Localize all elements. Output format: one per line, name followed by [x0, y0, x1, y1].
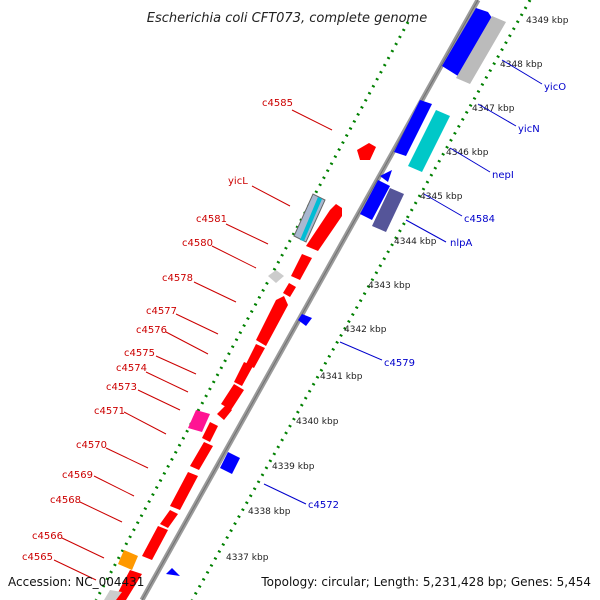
- label-nlpA: nlpA: [450, 238, 472, 249]
- label-c4566: c4566: [32, 531, 63, 542]
- gene-nlpA[interactable]: [372, 188, 404, 232]
- label-yicO: yicO: [544, 82, 566, 93]
- forward-labels: c4585 yicL c4581 c4580 c4578 c4577 c4576…: [22, 98, 293, 563]
- ruler-4343: 4343 kbp: [368, 281, 411, 291]
- gene-c4568[interactable]: [160, 510, 178, 528]
- tick-track-left: [94, 21, 410, 600]
- label-c4570: c4570: [76, 440, 107, 451]
- label-c4571: c4571: [94, 406, 125, 417]
- label-yicN: yicN: [518, 124, 540, 135]
- label-c4574: c4574: [116, 363, 147, 374]
- gene-c4565-grey: [104, 590, 122, 600]
- gene-yicO-blue[interactable]: [442, 8, 492, 76]
- ruler-4342: 4342 kbp: [344, 325, 387, 335]
- label-c4581: c4581: [196, 214, 227, 225]
- ruler-4339: 4339 kbp: [272, 462, 315, 472]
- ruler-4344: 4344 kbp: [394, 237, 437, 247]
- accession-text: Accession: NC_004431: [8, 575, 144, 589]
- gene-c4585[interactable]: [357, 143, 376, 160]
- gene-c4576[interactable]: [246, 344, 265, 368]
- label-c4569: c4569: [62, 470, 93, 481]
- label-c4573: c4573: [106, 382, 137, 393]
- gene-c4584[interactable]: [360, 180, 390, 220]
- label-c4580: c4580: [182, 238, 213, 249]
- ruler-4340: 4340 kbp: [296, 417, 339, 427]
- ruler-4346: 4346 kbp: [446, 148, 489, 158]
- gene-c4577[interactable]: [256, 296, 288, 346]
- label-c4565: c4565: [22, 552, 53, 563]
- ruler-4341: 4341 kbp: [320, 372, 363, 382]
- ruler-4349: 4349 kbp: [526, 16, 569, 26]
- reverse-leaders: [263, 59, 543, 505]
- gene-nepI[interactable]: [408, 110, 450, 172]
- label-c4575: c4575: [124, 348, 155, 359]
- ruler-4348: 4348 kbp: [500, 60, 543, 70]
- gene-yicN[interactable]: [394, 100, 432, 156]
- forward-genes: [104, 143, 376, 600]
- map-title: Escherichia coli CFT073, complete genome: [147, 11, 427, 26]
- gene-c4570[interactable]: [190, 442, 213, 470]
- gene-c4578-grey: [268, 270, 284, 283]
- label-c4568: c4568: [50, 495, 81, 506]
- gene-c4579[interactable]: [298, 314, 312, 326]
- gene-c4574[interactable]: [221, 384, 244, 410]
- label-c4579: c4579: [384, 358, 415, 369]
- gene-c4566[interactable]: [142, 526, 168, 560]
- gene-c4565-orange[interactable]: [118, 550, 138, 570]
- gene-yicL-stripe: [300, 197, 322, 241]
- gene-yicO[interactable]: [456, 16, 506, 84]
- reverse-labels: yicO yicN nepI c4584 nlpA c4579 c4572: [308, 82, 566, 511]
- gene-c4581[interactable]: [306, 204, 342, 251]
- tick-track-right: [190, 0, 532, 600]
- label-c4572: c4572: [308, 500, 339, 511]
- label-yicL: yicL: [228, 176, 248, 187]
- label-c4576: c4576: [136, 325, 167, 336]
- backbone: [139, 0, 481, 600]
- gene-c4572[interactable]: [220, 452, 240, 474]
- ruler-labels: 4349 kbp 4348 kbp 4347 kbp 4346 kbp 4345…: [226, 16, 569, 563]
- gene-c4580[interactable]: [291, 254, 312, 280]
- label-c4584: c4584: [464, 214, 495, 225]
- gene-small-blue: [166, 568, 180, 576]
- label-nepI: nepI: [492, 170, 514, 181]
- label-c4585: c4585: [262, 98, 293, 109]
- genome-summary-text: Topology: circular; Length: 5,231,428 bp…: [260, 575, 591, 589]
- ruler-4338: 4338 kbp: [248, 507, 291, 517]
- ruler-4337: 4337 kbp: [226, 553, 269, 563]
- forward-leaders: [53, 109, 333, 581]
- gene-c4575[interactable]: [234, 362, 253, 386]
- label-c4577: c4577: [146, 306, 177, 317]
- gene-c4571[interactable]: [202, 422, 218, 442]
- reverse-genes: [166, 8, 506, 576]
- ruler-4345: 4345 kbp: [420, 192, 463, 202]
- gene-c4573[interactable]: [217, 406, 232, 420]
- gene-c4584-mark: [380, 170, 392, 182]
- label-c4578: c4578: [162, 273, 193, 284]
- gene-c4571-magenta[interactable]: [188, 410, 210, 432]
- gene-c4578[interactable]: [283, 283, 296, 297]
- gene-c4569[interactable]: [170, 472, 198, 510]
- ruler-4347: 4347 kbp: [472, 104, 515, 114]
